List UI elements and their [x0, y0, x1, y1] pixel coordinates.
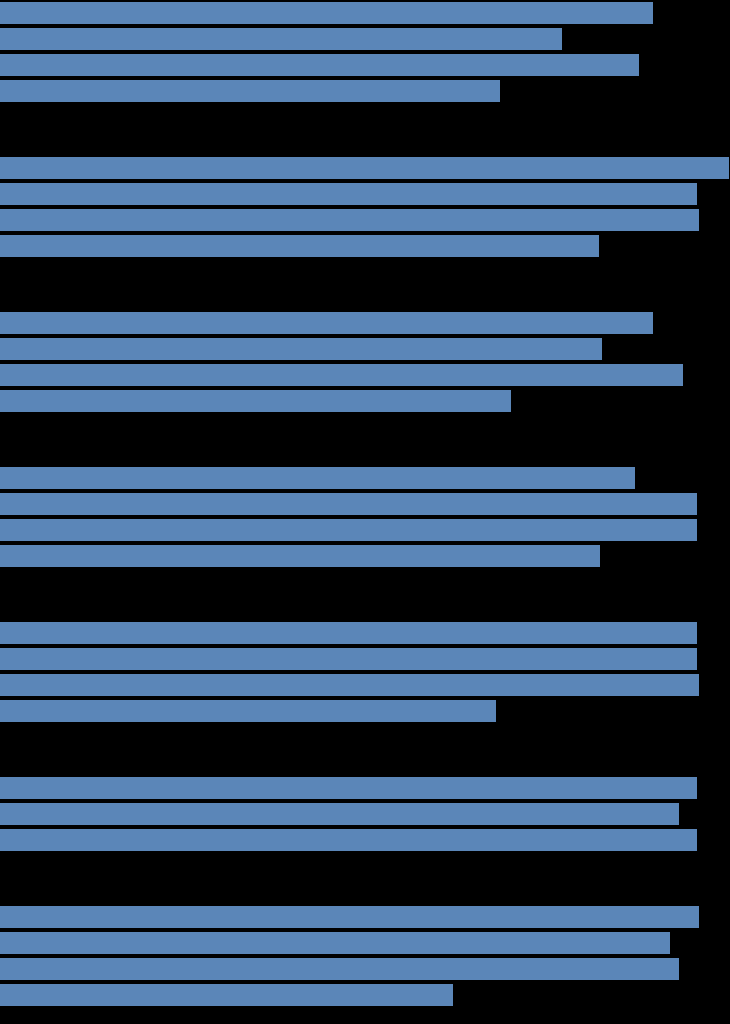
Bar	[0, 157, 729, 179]
Bar	[0, 390, 511, 412]
Bar	[0, 700, 496, 722]
Bar	[0, 648, 697, 670]
Bar	[0, 906, 699, 928]
Bar	[0, 234, 599, 257]
Bar	[0, 28, 562, 50]
Bar	[0, 312, 653, 334]
Bar	[0, 2, 653, 24]
Bar	[0, 80, 500, 102]
Bar	[0, 54, 639, 76]
Bar	[0, 674, 699, 696]
Bar	[0, 338, 602, 360]
Bar	[0, 493, 697, 515]
Bar	[0, 932, 670, 954]
Bar	[0, 803, 679, 825]
Bar	[0, 829, 697, 851]
Bar	[0, 958, 679, 980]
Bar	[0, 519, 697, 541]
Bar	[0, 183, 697, 205]
Bar	[0, 984, 453, 1006]
Bar	[0, 209, 699, 231]
Bar	[0, 622, 697, 644]
Bar	[0, 777, 697, 799]
Bar	[0, 364, 683, 386]
Bar	[0, 545, 600, 567]
Bar	[0, 467, 635, 489]
